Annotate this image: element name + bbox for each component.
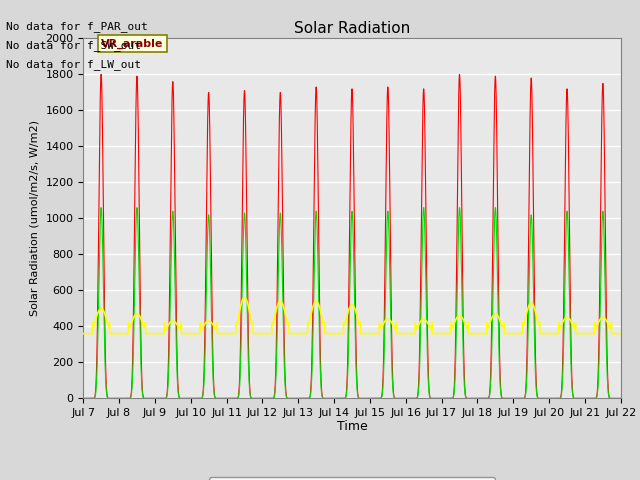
Legend: PAR_in, SW_in, LW_in: PAR_in, SW_in, LW_in xyxy=(209,477,495,480)
X-axis label: Time: Time xyxy=(337,420,367,432)
Text: VR_arable: VR_arable xyxy=(101,38,163,49)
Y-axis label: Solar Radiation (umol/m2/s, W/m2): Solar Radiation (umol/m2/s, W/m2) xyxy=(30,120,40,316)
Title: Solar Radiation: Solar Radiation xyxy=(294,21,410,36)
Text: No data for f_LW_out: No data for f_LW_out xyxy=(6,59,141,70)
Text: No data for f_SW_out: No data for f_SW_out xyxy=(6,40,141,51)
Text: No data for f_PAR_out: No data for f_PAR_out xyxy=(6,21,148,32)
